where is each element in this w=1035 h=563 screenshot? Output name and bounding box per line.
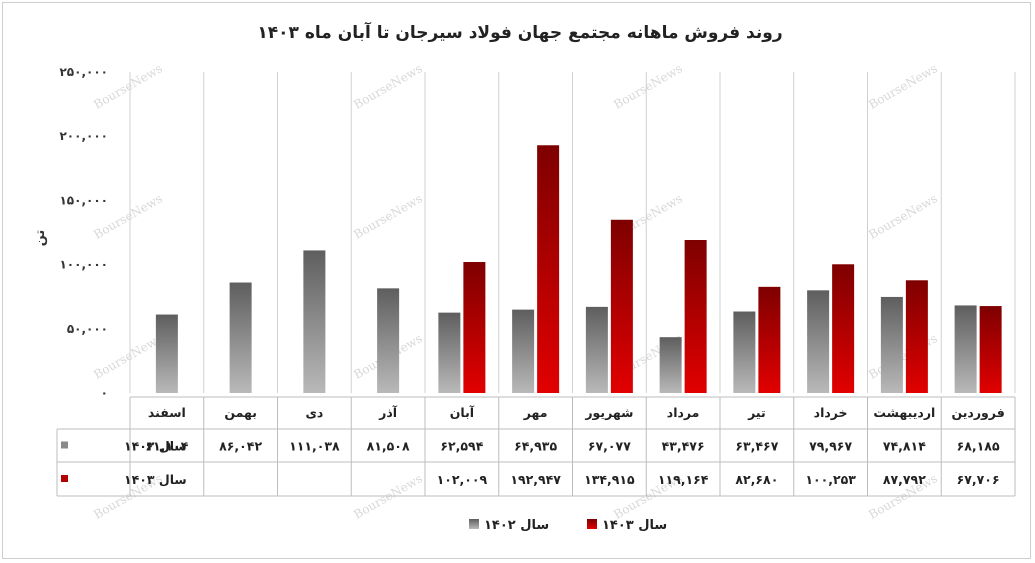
- y-axis-label: تن: [33, 230, 48, 247]
- legend-label: سال ۱۴۰۳: [602, 518, 667, 533]
- x-tick-label: تیر: [747, 405, 766, 420]
- bar-1402: [377, 288, 400, 393]
- bar-1403: [610, 219, 633, 393]
- x-tick-label: خرداد: [814, 405, 848, 420]
- legend: سال ۱۴۰۳ سال ۱۴۰۲: [469, 518, 667, 533]
- x-tick-label: اسفند: [148, 405, 186, 420]
- data-label: ۶۸,۱۸۵: [957, 439, 1000, 454]
- bar-1402: [229, 282, 252, 393]
- data-label: ۸۱,۵۰۸: [367, 439, 410, 454]
- data-label: ۱۱۱,۰۳۸: [289, 439, 340, 454]
- x-tick-label: دی: [305, 405, 323, 420]
- bar-1403: [905, 280, 928, 393]
- x-tick-label: شهریور: [584, 405, 633, 420]
- data-label: ۸۲,۶۸۰: [735, 472, 778, 487]
- data-label: ۶۷,۰۷۷: [588, 439, 631, 454]
- legend-swatch: [469, 519, 479, 529]
- data-label: ۷۹,۹۶۷: [809, 439, 852, 454]
- watermark-text: BourseNews: [351, 191, 425, 242]
- data-label: ۴۳,۴۷۶: [662, 439, 705, 454]
- data-label: ۷۴,۸۱۴: [883, 439, 926, 454]
- legend-swatch: [587, 519, 597, 529]
- y-axis-ticks: ۰ ۵۰,۰۰۰ ۱۰۰,۰۰۰ ۱۵۰,۰۰۰ ۲۰۰,۰۰۰ ۲۵۰,۰۰۰: [59, 65, 108, 400]
- watermark-text: BourseNews: [91, 331, 165, 382]
- bar-1403: [832, 264, 855, 393]
- table-series-swatch: [61, 441, 68, 449]
- x-tick-label: مهر: [523, 405, 548, 420]
- data-label: ۱۱۹,۱۶۴: [658, 472, 709, 487]
- bar-1402: [659, 337, 682, 393]
- legend-label: سال ۱۴۰۲: [484, 518, 549, 533]
- bar-1403: [537, 145, 560, 393]
- table-series-swatch: [61, 475, 68, 482]
- bar-1402: [880, 296, 903, 393]
- bar-1403: [758, 286, 781, 393]
- bars: [155, 145, 1002, 393]
- x-tick-label: فروردین: [951, 405, 1004, 420]
- table-series-name: سال ۱۴۰۲: [124, 439, 187, 454]
- data-label: ۸۷,۷۹۲: [883, 472, 926, 487]
- bar-1403: [684, 239, 707, 393]
- data-label: ۸۶,۰۴۲: [219, 439, 262, 454]
- y-tick-label: ۲۰۰,۰۰۰: [59, 129, 108, 143]
- bar-1403: [979, 306, 1002, 393]
- bar-1402: [512, 309, 535, 393]
- data-label: ۶۴,۹۳۵: [514, 439, 557, 454]
- y-tick-label: ۲۵۰,۰۰۰: [59, 65, 108, 79]
- data-label: ۱۰۲,۰۰۹: [437, 472, 488, 487]
- bar-1402: [954, 305, 977, 393]
- x-tick-label: بهمن: [224, 405, 257, 420]
- bar-1402: [585, 306, 608, 393]
- gridlines: [129, 72, 1016, 393]
- data-label: ۱۹۲,۹۴۷: [510, 472, 561, 487]
- watermark-text: BourseNews: [611, 61, 685, 112]
- table-series-name: سال ۱۴۰۳: [124, 472, 187, 487]
- data-label: ۶۷,۷۰۶: [957, 472, 1000, 487]
- bar-1403: [463, 262, 486, 393]
- bar-1402: [807, 290, 830, 393]
- watermark-text: BourseNews: [351, 471, 425, 522]
- data-label: ۱۰۰,۲۵۳: [805, 472, 856, 487]
- data-label: ۶۳,۴۶۷: [735, 439, 778, 454]
- bar-1402: [733, 311, 756, 393]
- x-tick-label: مرداد: [667, 405, 700, 420]
- watermark-text: BourseNews: [351, 61, 425, 112]
- y-tick-label: ۱۵۰,۰۰۰: [59, 193, 108, 207]
- data-label: ۶۲,۵۹۴: [440, 439, 483, 454]
- watermark-text: BourseNews: [866, 61, 940, 112]
- y-tick-label: ۰: [101, 386, 108, 400]
- watermark-text: BourseNews: [866, 331, 940, 382]
- chart-title: روند فروش ماهانه مجتمع جهان فولاد سیرجان…: [257, 21, 782, 43]
- x-tick-label: آذر: [378, 405, 398, 420]
- data-table: فروردین اردیبهشت خرداد تیر مرداد شهریور مهر آبا…: [56, 396, 1016, 497]
- y-tick-label: ۱۰۰,۰۰۰: [59, 258, 108, 272]
- bar-1402: [155, 314, 178, 393]
- data-label: ۱۳۴,۹۱۵: [584, 472, 635, 487]
- watermark-text: BourseNews: [866, 191, 940, 242]
- x-tick-label: اردیبهشت: [873, 405, 935, 420]
- data-label: ۶۱,۱۰۴: [145, 439, 188, 454]
- x-tick-label: آبان: [450, 405, 475, 420]
- bar-1402: [303, 250, 326, 393]
- y-tick-label: ۵۰,۰۰۰: [67, 322, 108, 336]
- bar-1402: [438, 312, 461, 393]
